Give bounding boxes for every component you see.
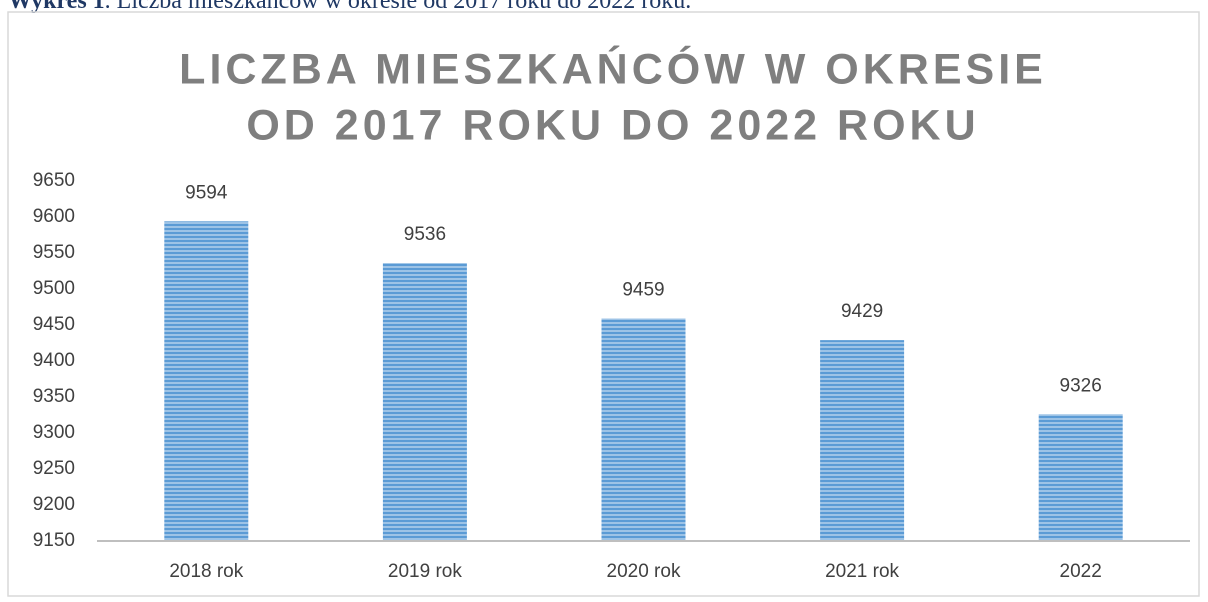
data-label: 9459 [622,280,664,301]
x-tick-label: 2018 rok [169,561,243,582]
y-tick-label: 9350 [33,386,75,407]
data-label: 9594 [185,182,228,203]
caption-text: . Liczba mieszkańców w okresie od 2017 r… [105,0,692,14]
x-tick-label: 2019 rok [388,561,462,582]
caption: Wykres 1. Liczba mieszkańców w okresie o… [8,0,691,14]
y-tick-label: 9550 [33,242,75,263]
bar [601,318,686,541]
y-tick-label: 9450 [33,314,75,335]
x-tick-label: 2022 [1060,561,1102,582]
data-label: 9326 [1060,375,1102,396]
bar [382,263,467,541]
y-tick-label: 9150 [33,530,75,551]
y-tick-label: 9250 [33,458,75,479]
y-tick-label: 9200 [33,494,75,515]
data-label: 9429 [841,301,883,322]
bar [1038,414,1123,541]
y-tick-label: 9400 [33,350,75,371]
y-tick-label: 9600 [33,206,75,227]
x-tick-label: 2020 rok [607,561,681,582]
chart-title: OD 2017 ROKU DO 2022 ROKU [246,101,979,149]
y-tick-label: 9300 [33,422,75,443]
caption-label: Wykres 1 [8,0,105,14]
y-tick-label: 9500 [33,278,75,299]
chart-frame [7,11,1200,597]
data-label: 9536 [404,224,446,245]
chart-title: LICZBA MIESZKAŃCÓW W OKRESIE [179,44,1047,93]
x-tick-label: 2021 rok [825,561,899,582]
bar [164,221,249,541]
y-tick-label: 9650 [33,170,75,191]
bar [820,340,905,541]
